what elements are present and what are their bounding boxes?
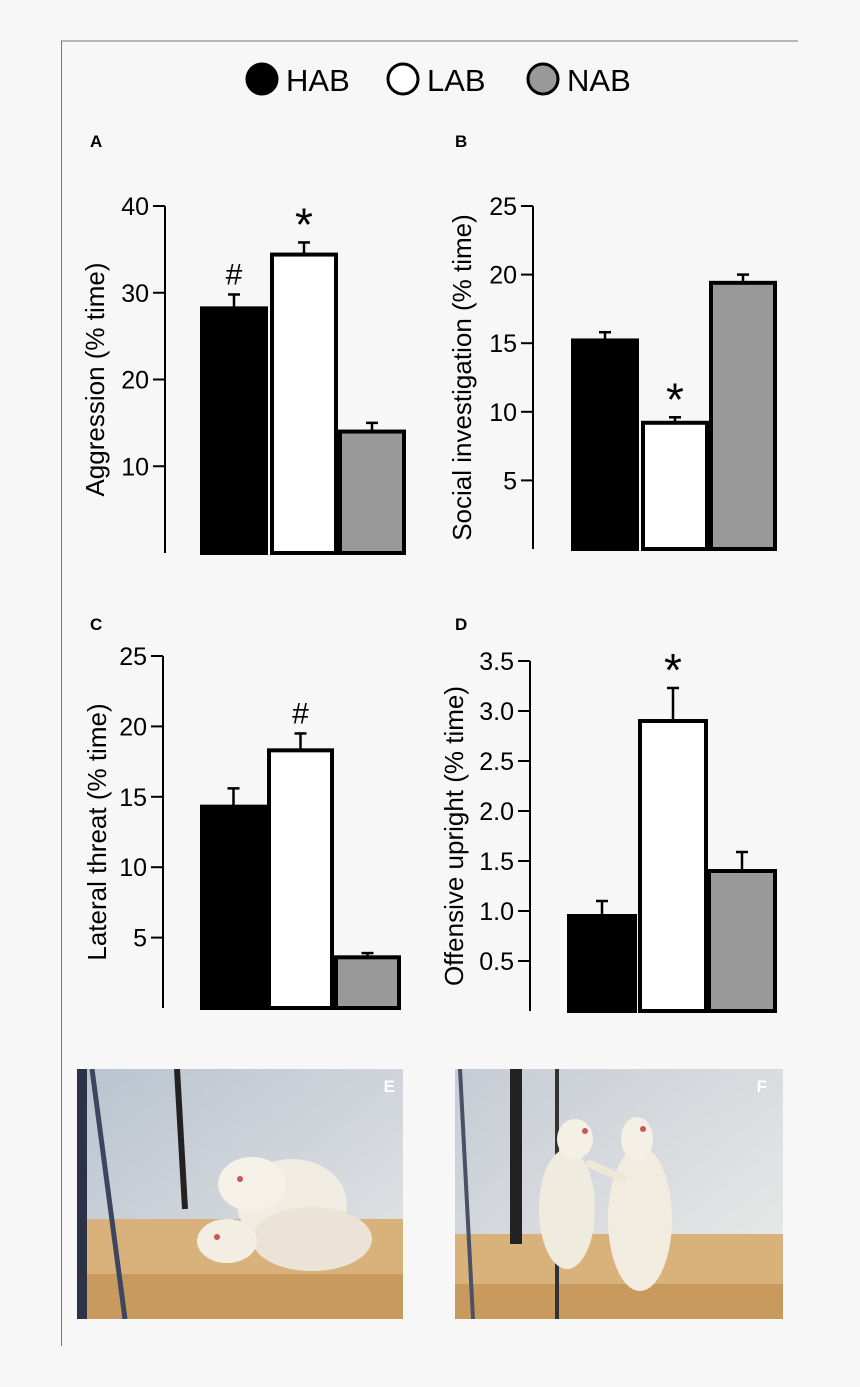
y-tick-label: 5 [133, 925, 147, 953]
legend-swatch-lab [386, 62, 420, 96]
y-tick-label: 2.0 [479, 798, 514, 826]
y-tick-label: 2.5 [479, 748, 514, 776]
bar-nab [707, 869, 777, 1013]
legend-label-lab: LAB [427, 63, 486, 98]
rat-aggression-photo [77, 1069, 403, 1319]
y-tick-label: 40 [121, 193, 149, 221]
y-tick-label: 15 [489, 330, 517, 358]
y-tick-label: 25 [489, 193, 517, 221]
y-tick-label: 1.5 [479, 848, 514, 876]
y-tick-label: 5 [503, 467, 517, 495]
bar-lab [270, 252, 338, 556]
legend-swatch-hab [245, 62, 279, 96]
photo-panel-f: F [455, 1069, 783, 1319]
bar-panels: A 10 20 30 40 Aggression (% time) # * B 5 10 15 20 25… [80, 132, 777, 1013]
panel-letter: C [90, 615, 102, 634]
y-axis-label: Offensive upright (% time) [439, 686, 469, 986]
significance-star: * [295, 198, 313, 250]
y-axis-label: Social investigation (% time) [447, 214, 477, 541]
panel-letter: A [90, 132, 102, 151]
bar-hab [571, 338, 639, 551]
legend-label-hab: HAB [286, 63, 350, 98]
y-tick-label: 10 [489, 399, 517, 427]
photo-label-e: E [383, 1077, 395, 1096]
y-axis-label: Aggression (% time) [80, 262, 110, 496]
y-tick-label: 20 [121, 367, 149, 395]
panel-c: C 5 10 15 20 25 Lateral threat (% time) # [82, 615, 401, 1011]
bar-hab [200, 306, 268, 555]
panel-a: A 10 20 30 40 Aggression (% time) # * [80, 132, 406, 556]
y-tick-label: 10 [119, 854, 147, 882]
photo-label-f: F [756, 1077, 767, 1096]
y-tick-label: 0.5 [479, 948, 514, 976]
y-tick-label: 3.5 [479, 648, 514, 676]
panel-d: D 0.5 1.0 1.5 2.0 2.5 3.0 3.5 Offensive upright … [439, 615, 777, 1013]
y-tick-label: 30 [121, 280, 149, 308]
bar-lab [638, 719, 708, 1013]
legend-label-nab: NAB [567, 63, 631, 98]
y-tick-label: 20 [119, 713, 147, 741]
y-tick-label: 10 [121, 453, 149, 481]
panel-letter: B [455, 132, 467, 151]
significance-hash: # [226, 258, 243, 291]
bar-nab [709, 280, 777, 551]
significance-star: * [664, 644, 682, 696]
rat-upright-photo [455, 1069, 783, 1319]
bar-lab [267, 748, 334, 1010]
significance-hash: # [292, 697, 309, 730]
y-axis-label: Lateral threat (% time) [82, 703, 112, 960]
bar-hab [567, 914, 637, 1013]
bar-nab [334, 955, 401, 1011]
panel-letter: D [455, 615, 467, 634]
y-tick-label: 1.0 [479, 898, 514, 926]
bar-lab [641, 420, 709, 551]
legend-swatch-nab [526, 62, 560, 96]
y-tick-label: 15 [119, 784, 147, 812]
bar-nab [338, 429, 406, 555]
y-tick-label: 25 [119, 643, 147, 671]
y-tick-label: 3.0 [479, 698, 514, 726]
legend: HAB LAB NAB [245, 62, 631, 98]
bar-hab [200, 804, 267, 1010]
y-tick-label: 20 [489, 262, 517, 290]
photo-panel-e: E [77, 1069, 403, 1319]
panel-b: B 5 10 15 20 25 Social investigation (% time) * [447, 132, 777, 551]
significance-star: * [666, 373, 684, 425]
